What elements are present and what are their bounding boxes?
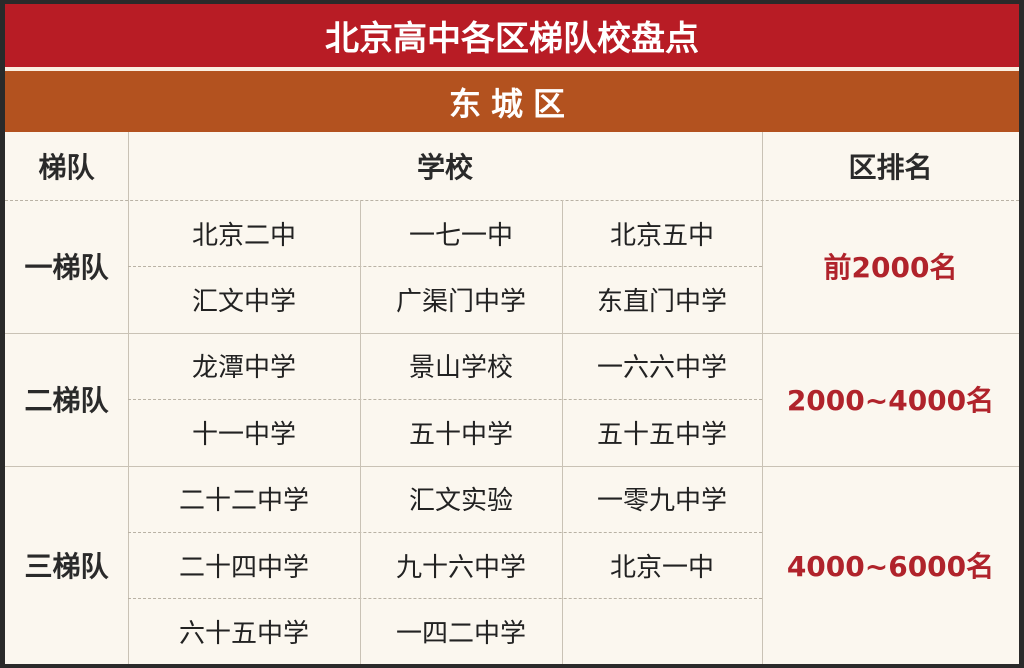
school-name: 九十六中学 (395, 552, 526, 583)
vertical-divider (562, 465, 563, 532)
vertical-divider (360, 200, 361, 267)
page-title: 北京高中各区梯队校盘点 (5, 4, 1019, 67)
school-name: 二十四中学 (178, 552, 309, 583)
group-divider (5, 332, 1019, 334)
rank-range: 前2000名 (823, 251, 958, 285)
vertical-divider (360, 266, 361, 333)
school-name: 一七一中 (408, 220, 513, 251)
vertical-divider (562, 598, 563, 664)
school-name: 东直门中学 (596, 287, 727, 318)
tier-label: 二梯队 (24, 384, 109, 418)
school-name: 一六六中学 (596, 353, 727, 384)
vertical-divider (562, 532, 563, 599)
school-name: 北京二中 (191, 220, 296, 251)
school-name: 十一中学 (191, 419, 296, 450)
group-divider (5, 465, 1019, 467)
row-divider (128, 399, 762, 401)
header-rank: 区排名 (848, 151, 933, 184)
school-name: 汇文实验 (408, 486, 513, 517)
row-divider (128, 266, 762, 268)
vertical-divider (360, 332, 361, 400)
school-name: 龙潭中学 (191, 353, 296, 384)
vertical-divider (360, 465, 361, 532)
header-school: 学校 (416, 151, 473, 184)
vertical-divider (360, 532, 361, 599)
school-name: 北京五中 (609, 220, 714, 251)
school-name: 一四二中学 (395, 619, 526, 650)
row-divider (128, 598, 762, 600)
school-name: 五十中学 (408, 419, 513, 450)
tier-label: 一梯队 (24, 251, 109, 285)
vertical-divider (562, 399, 563, 466)
divider (5, 67, 1019, 71)
school-name: 景山学校 (408, 353, 513, 384)
school-name (562, 598, 762, 664)
header-tier: 梯队 (38, 151, 95, 184)
rank-range: 4000~6000名 (786, 550, 995, 584)
tier-label: 三梯队 (24, 550, 109, 584)
vertical-divider (562, 332, 563, 400)
vertical-divider (562, 200, 563, 267)
district-header: 东城区 (5, 71, 1019, 132)
row-divider (5, 200, 1019, 201)
school-name: 广渠门中学 (395, 287, 526, 318)
school-name: 一零九中学 (596, 486, 727, 517)
row-divider (128, 532, 762, 533)
school-name: 六十五中学 (178, 619, 309, 650)
vertical-divider (360, 399, 361, 466)
school-name: 五十五中学 (596, 419, 727, 450)
rank-range: 2000~4000名 (786, 384, 995, 418)
school-name: 二十二中学 (178, 486, 309, 517)
vertical-divider (762, 132, 763, 664)
vertical-divider (360, 598, 361, 664)
vertical-divider (128, 132, 129, 664)
ranking-table: 北京高中各区梯队校盘点 东城区 梯队 学校 区排名 一梯队 前2000名 北京二中一… (5, 4, 1019, 664)
school-name: 汇文中学 (191, 287, 296, 318)
school-name: 北京一中 (609, 552, 714, 583)
vertical-divider (562, 266, 563, 333)
